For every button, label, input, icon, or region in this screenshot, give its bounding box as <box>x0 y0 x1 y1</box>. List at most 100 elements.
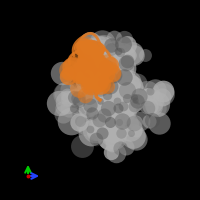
Point <box>109 74 112 77</box>
Point <box>98 62 102 65</box>
Point <box>96 117 99 121</box>
Point <box>118 51 121 54</box>
Point <box>108 84 111 87</box>
Point <box>106 55 109 58</box>
Point <box>109 75 112 78</box>
Point <box>105 93 109 96</box>
Point <box>89 61 92 64</box>
Point <box>113 56 117 59</box>
Point <box>127 80 130 84</box>
Point <box>95 89 98 92</box>
Point <box>107 105 110 108</box>
Point <box>101 41 104 44</box>
Point <box>94 80 97 83</box>
Point <box>92 71 95 74</box>
Point <box>80 93 83 96</box>
Point <box>125 88 128 92</box>
Point <box>97 80 100 83</box>
Point <box>120 87 123 91</box>
Point <box>91 67 94 70</box>
Point <box>107 136 110 140</box>
Point <box>91 67 94 71</box>
Point <box>104 65 108 69</box>
Point <box>116 107 119 110</box>
Point <box>126 60 129 63</box>
Point <box>114 48 117 51</box>
Point <box>131 81 135 84</box>
Point <box>101 65 104 68</box>
Point <box>97 59 100 62</box>
Point <box>65 100 68 103</box>
Point <box>103 73 107 76</box>
Point <box>103 69 106 72</box>
Point <box>105 73 108 76</box>
Point <box>129 131 132 135</box>
Point <box>85 69 88 72</box>
Point <box>111 125 114 128</box>
Point <box>88 80 91 84</box>
Point <box>156 102 159 105</box>
Point <box>109 119 112 123</box>
Point <box>102 83 105 86</box>
Point <box>110 127 113 130</box>
Point <box>88 127 91 130</box>
Point <box>71 63 74 66</box>
Point <box>110 70 113 73</box>
Point <box>99 86 102 90</box>
Point <box>119 52 122 55</box>
Point <box>125 96 128 99</box>
Point <box>92 46 95 49</box>
Point <box>88 68 91 71</box>
Point <box>118 65 121 68</box>
Point <box>111 132 114 135</box>
Point <box>109 137 112 140</box>
Point <box>150 119 153 122</box>
Point <box>97 95 100 98</box>
Point <box>83 94 87 97</box>
Point <box>108 129 111 132</box>
Point <box>109 66 112 70</box>
Point <box>112 93 116 96</box>
Point <box>146 106 149 110</box>
Point <box>112 118 115 121</box>
Point <box>110 72 114 75</box>
Point <box>108 67 111 70</box>
Point <box>78 86 81 89</box>
Point <box>98 82 101 86</box>
Point <box>138 94 141 97</box>
Point <box>111 132 115 135</box>
Point <box>86 48 89 51</box>
Point <box>112 74 116 77</box>
Point <box>95 73 98 76</box>
Point <box>89 60 93 63</box>
Point <box>84 63 87 66</box>
Point <box>125 99 128 102</box>
Point <box>113 68 116 71</box>
Point <box>107 101 110 104</box>
Point <box>109 150 113 154</box>
Point <box>123 98 127 101</box>
Point <box>81 74 84 77</box>
Point <box>88 104 91 107</box>
Point <box>66 97 70 101</box>
Point <box>131 51 134 54</box>
Point <box>111 89 114 92</box>
Point <box>90 49 93 52</box>
Point <box>58 101 61 104</box>
Point <box>123 75 126 78</box>
Point <box>106 64 109 67</box>
Point <box>101 45 104 48</box>
Point <box>110 75 113 78</box>
Point <box>78 120 81 123</box>
Point <box>143 54 147 57</box>
Point <box>104 70 107 73</box>
Point <box>99 99 102 102</box>
Point <box>122 105 125 108</box>
Point <box>117 65 121 68</box>
Point <box>97 47 100 50</box>
Point <box>103 113 106 116</box>
Point <box>80 83 83 86</box>
Point <box>87 49 90 53</box>
Point <box>91 46 94 50</box>
Point <box>132 93 135 97</box>
